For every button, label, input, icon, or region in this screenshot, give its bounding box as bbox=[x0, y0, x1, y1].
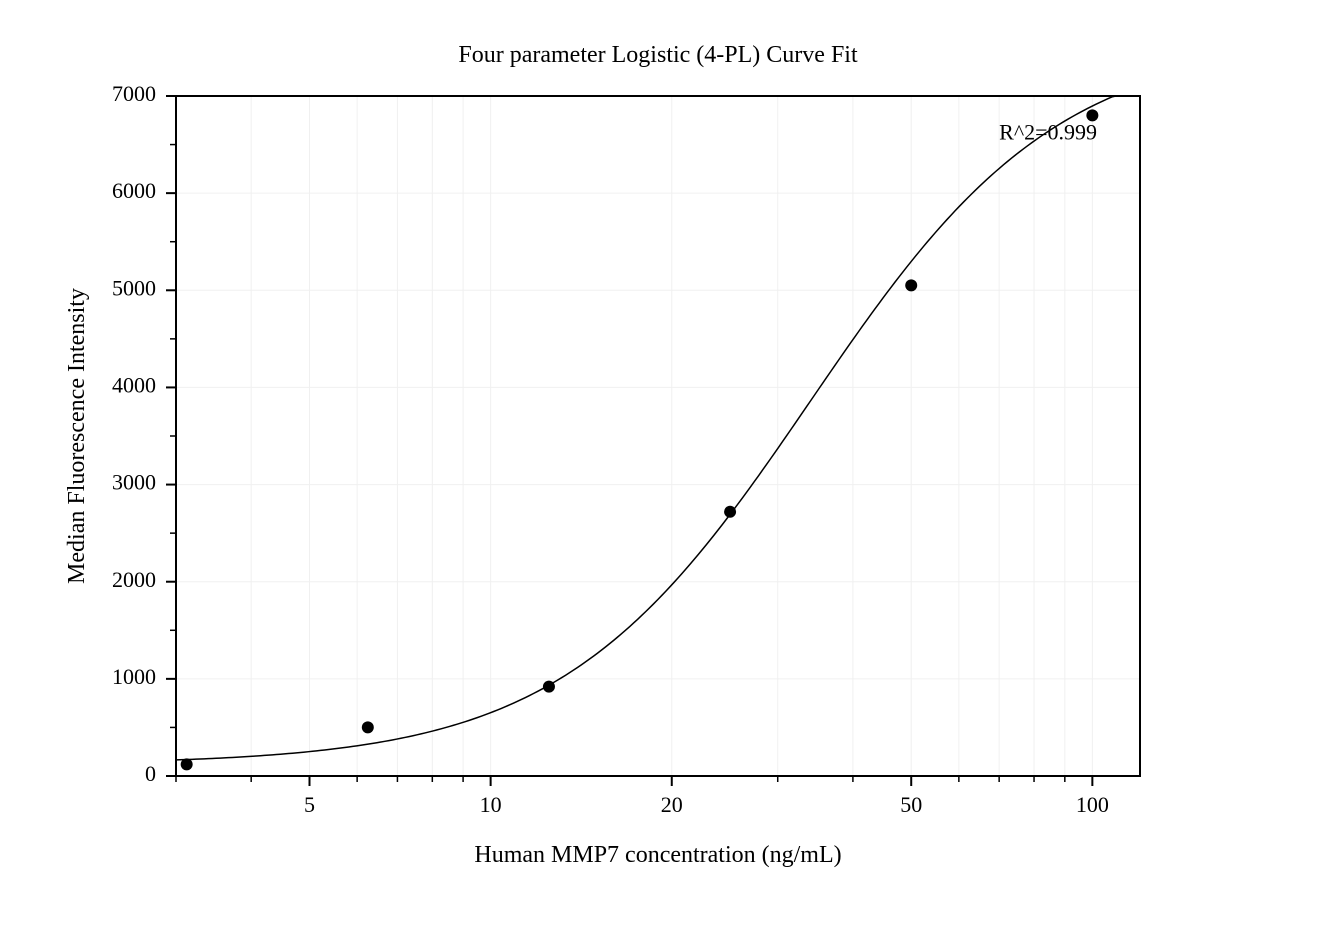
r-squared-annotation: R^2=0.999 bbox=[999, 120, 1097, 145]
y-tick-label: 4000 bbox=[112, 372, 156, 397]
x-tick-label: 50 bbox=[900, 792, 922, 817]
x-tick-label: 100 bbox=[1076, 792, 1109, 817]
x-axis-label: Human MMP7 concentration (ng/mL) bbox=[474, 842, 841, 868]
y-tick-label: 2000 bbox=[112, 567, 156, 592]
y-tick-label: 1000 bbox=[112, 664, 156, 689]
chart-title: Four parameter Logistic (4-PL) Curve Fit bbox=[458, 42, 858, 68]
y-tick-label: 6000 bbox=[112, 178, 156, 203]
y-tick-label: 0 bbox=[145, 761, 156, 786]
y-tick-label: 7000 bbox=[112, 81, 156, 106]
y-axis-label: Median Fluorescence Intensity bbox=[64, 288, 90, 584]
y-tick-label: 5000 bbox=[112, 275, 156, 300]
y-tick-label: 3000 bbox=[112, 470, 156, 495]
chart-svg: 0 1000 2000 3000 4000 5000 6000 7000 5 10 20 50 100 F… bbox=[0, 0, 1340, 933]
data-point bbox=[362, 721, 374, 733]
x-tick-label: 5 bbox=[304, 792, 315, 817]
x-tick-label: 10 bbox=[480, 792, 502, 817]
x-tick-label: 20 bbox=[661, 792, 683, 817]
data-point bbox=[181, 758, 193, 770]
data-point bbox=[905, 279, 917, 291]
data-point bbox=[724, 506, 736, 518]
chart-canvas: 0 1000 2000 3000 4000 5000 6000 7000 5 10 20 50 100 F… bbox=[0, 0, 1340, 933]
data-point bbox=[543, 681, 555, 693]
